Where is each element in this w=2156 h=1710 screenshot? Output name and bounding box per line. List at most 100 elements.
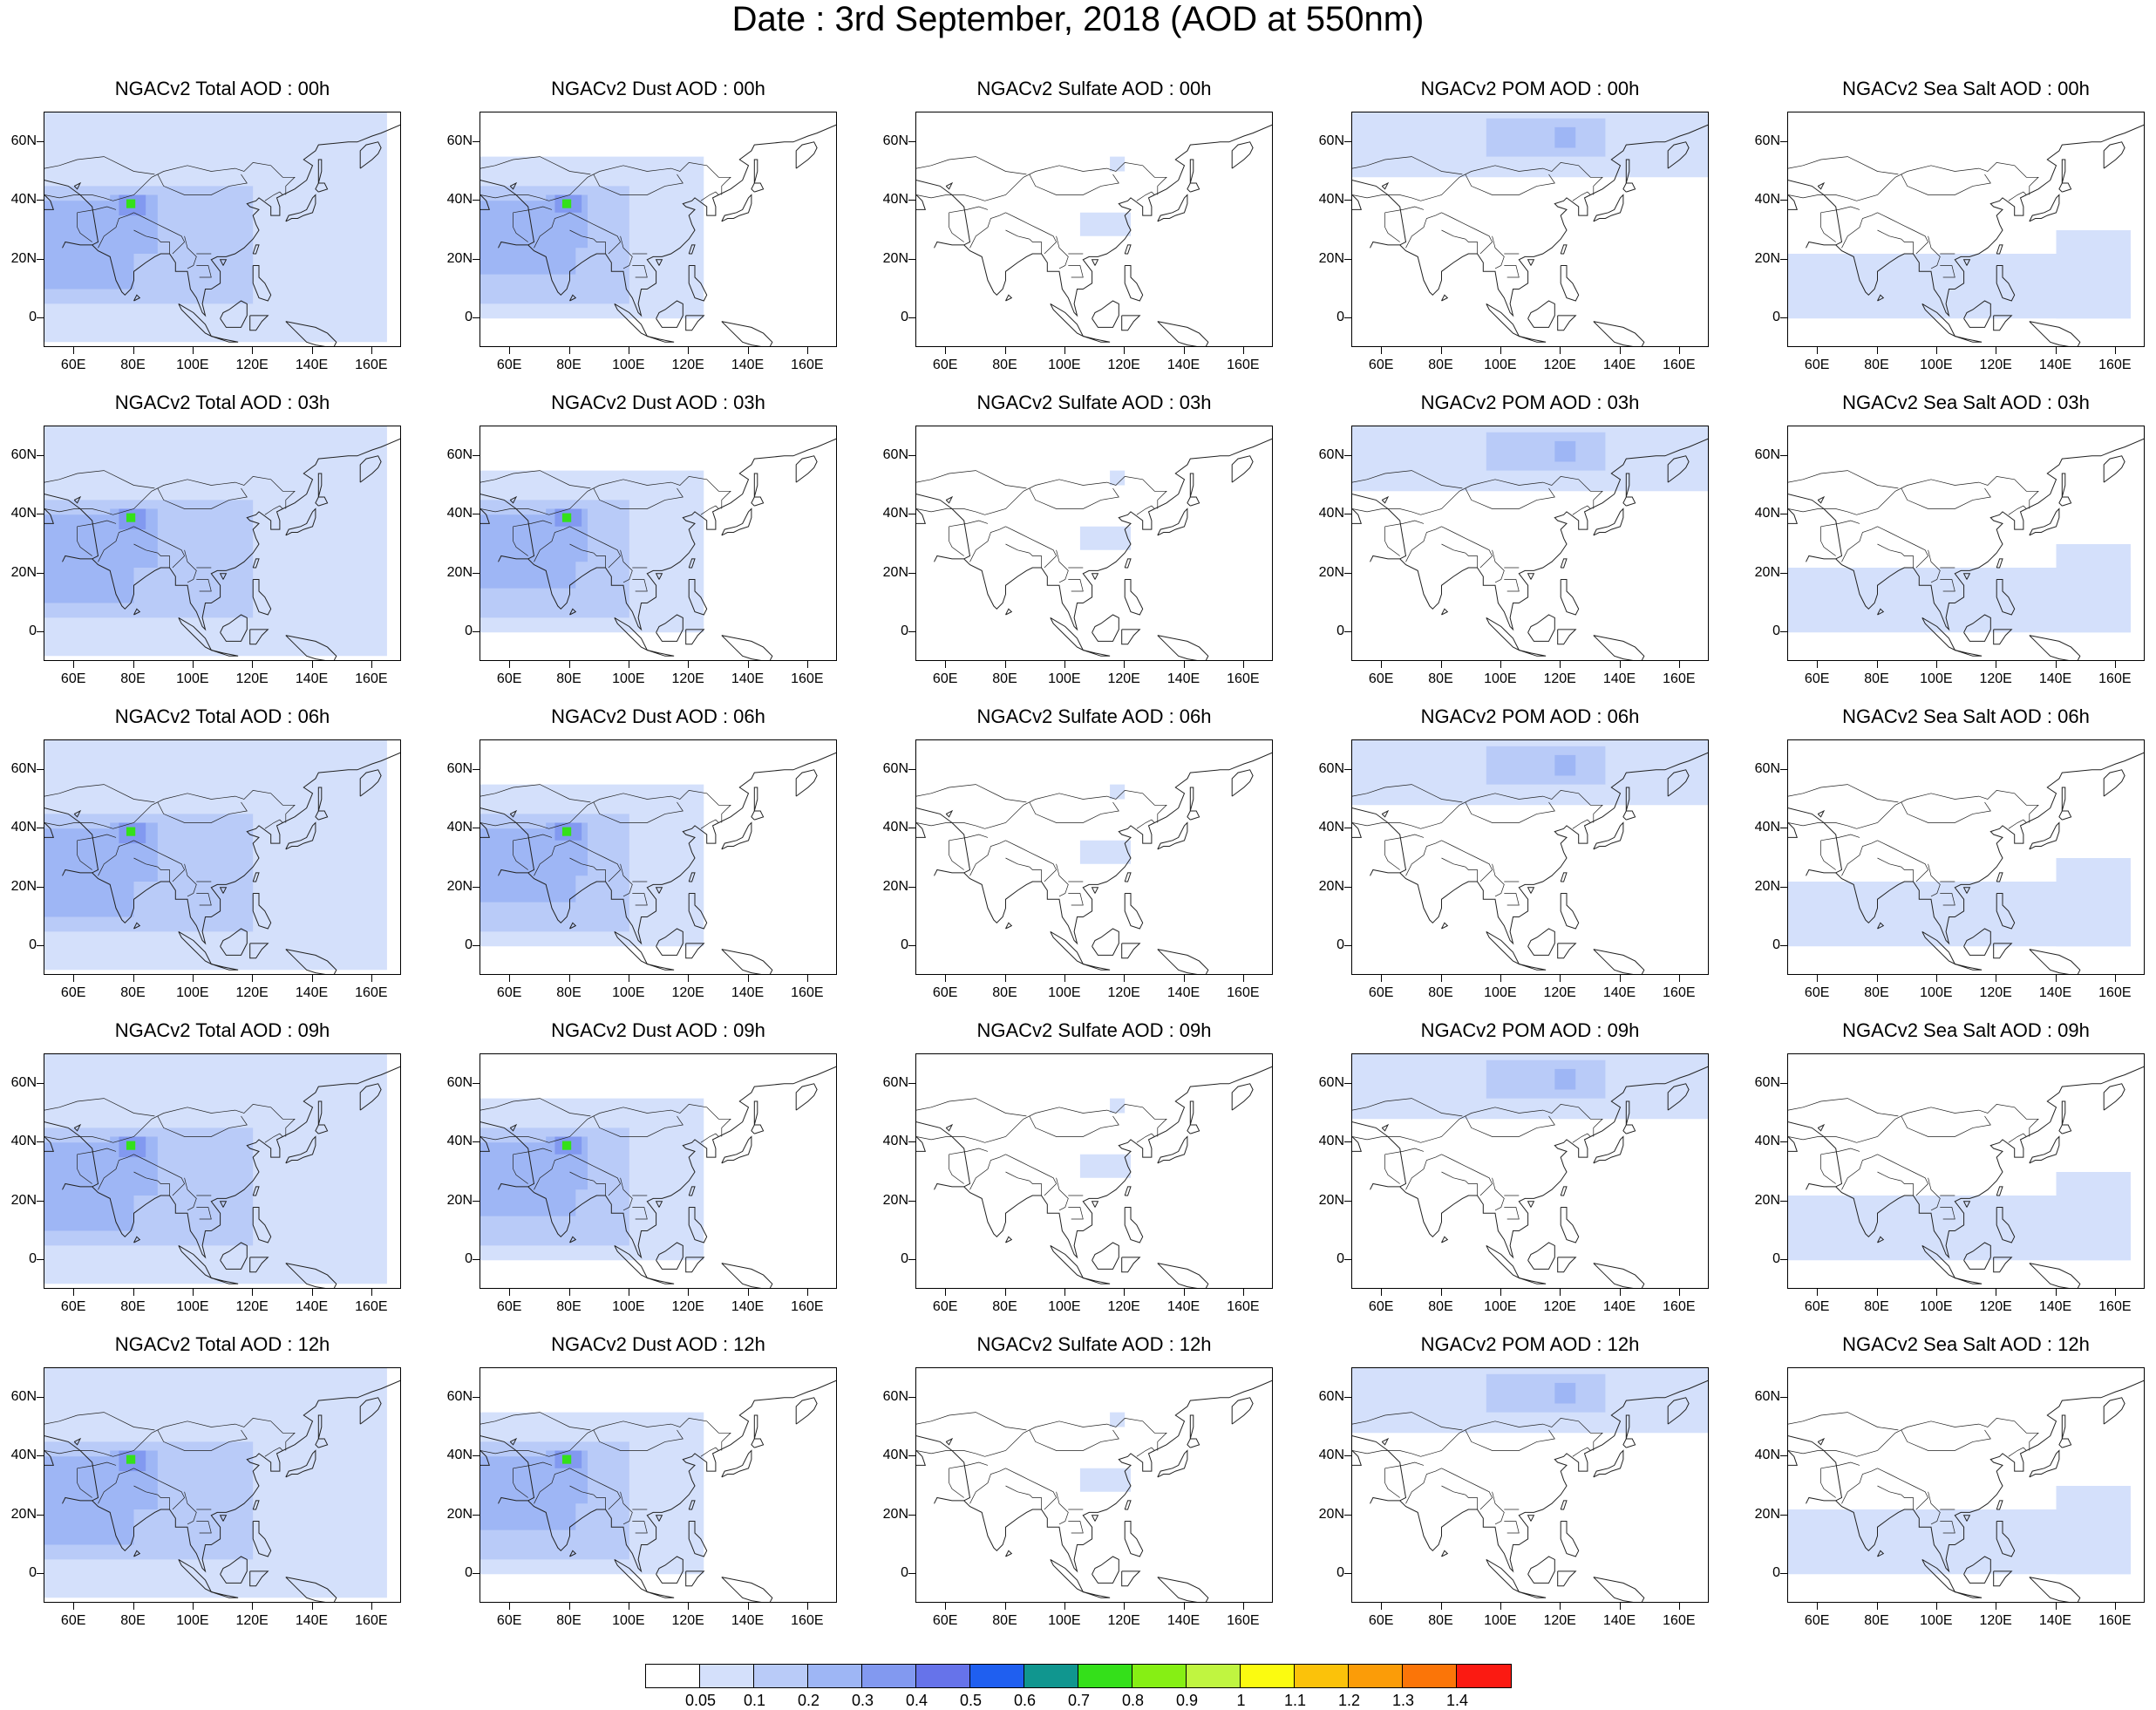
country-border — [593, 1180, 606, 1196]
coastline — [721, 1449, 752, 1478]
country-border — [2008, 505, 2027, 515]
lon-tick-label: 60E — [60, 1299, 86, 1314]
lat-tick-mark — [1780, 1200, 1787, 1202]
aod-field-region — [126, 1455, 136, 1464]
coastline — [1091, 1515, 1099, 1522]
map-panel: NGACv2 Sea Salt AOD : 12h 60N 40N 20N 0 60E 80… — [1755, 1333, 2145, 1628]
country-border — [1928, 549, 1941, 583]
lon-tick-mark — [73, 661, 75, 668]
lon-tick-mark — [1242, 661, 1244, 668]
coastline — [1921, 1558, 1956, 1593]
country-border — [1928, 1491, 1941, 1525]
lon-tick-mark — [1935, 1289, 1937, 1296]
coastline — [1187, 1124, 1200, 1134]
coastline — [1996, 244, 2003, 255]
coastline — [1527, 887, 1535, 894]
lon-tick-label: 80E — [1864, 1299, 1889, 1314]
lat-tick-mark — [908, 140, 915, 142]
lon-tick-mark — [1124, 1289, 1126, 1296]
coastline — [285, 949, 337, 974]
country-border — [1492, 1491, 1505, 1525]
aod-field-region — [1486, 746, 1606, 785]
country-border — [513, 1148, 553, 1155]
lon-tick-mark — [1619, 975, 1621, 982]
country-border — [984, 1104, 1167, 1143]
lat-tick-label: 20N — [446, 878, 473, 894]
lon-tick-mark — [1560, 1603, 1561, 1610]
coastline — [753, 473, 758, 498]
lat-tick-label: 0 — [29, 1565, 37, 1581]
lat-tick-mark — [37, 1514, 44, 1516]
coastline — [315, 1124, 329, 1134]
lat-tick-label: 20N — [446, 564, 473, 580]
country-border — [1940, 1207, 1955, 1220]
coastline — [1557, 629, 1577, 645]
lat-tick-mark — [37, 1141, 44, 1143]
coastline — [44, 508, 55, 524]
lon-tick-label: 60E — [932, 671, 958, 686]
lon-tick-label: 140E — [1166, 1613, 1200, 1628]
country-border — [77, 834, 117, 841]
lat-tick-label: 60N — [446, 133, 473, 148]
country-border — [1877, 229, 1901, 240]
country-border — [1441, 1485, 1466, 1495]
coastline — [1231, 455, 1254, 483]
coastline — [688, 265, 708, 302]
country-border — [77, 1461, 117, 1469]
coastline — [1835, 1380, 2144, 1573]
coastline — [1050, 617, 1085, 651]
country-border — [1856, 1418, 2039, 1457]
coastline — [219, 1201, 228, 1208]
country-border — [1901, 174, 1991, 195]
lat-tick-label: 20N — [10, 564, 37, 580]
map-panel: NGACv2 Sulfate AOD : 09h 60N 40N 20N 0 60E 80E… — [883, 1019, 1273, 1314]
country-border — [1441, 1171, 1466, 1182]
lon-tick-label: 140E — [295, 671, 329, 686]
coastline — [655, 1515, 663, 1522]
lon-tick-label: 160E — [1227, 358, 1260, 372]
country-border — [1901, 238, 1914, 254]
lon-tick-label: 100E — [176, 358, 209, 372]
aod-field-region — [1079, 212, 1131, 236]
country-border — [593, 801, 684, 823]
country-border — [1901, 1180, 1914, 1196]
country-border — [77, 212, 92, 242]
lon-tick-label: 160E — [355, 985, 388, 1000]
country-border — [133, 840, 186, 882]
coastline — [1352, 494, 1407, 562]
coastline — [1788, 822, 1799, 838]
lat-tick-mark — [473, 1200, 479, 1202]
country-border — [1877, 526, 1929, 569]
country-border — [112, 162, 296, 201]
lat-tick-mark — [1344, 572, 1351, 574]
country-border — [1441, 543, 1466, 554]
lat-tick-mark — [1344, 258, 1351, 260]
coastline — [315, 1438, 329, 1448]
lon-tick-mark — [1004, 1603, 1006, 1610]
lon-tick-mark — [133, 347, 134, 354]
lon-tick-label: 100E — [1048, 985, 1081, 1000]
country-border — [1068, 579, 1084, 592]
coastline — [1486, 303, 1520, 337]
coastline — [1593, 321, 1645, 346]
lat-tick-mark — [37, 258, 44, 260]
coastline — [1231, 1397, 1254, 1425]
lat-tick-mark — [37, 1259, 44, 1261]
lon-tick-mark — [1560, 661, 1561, 668]
coastline — [1005, 608, 1013, 616]
country-border — [1068, 1207, 1084, 1220]
colorbar-tick-label: 0.6 — [1013, 1692, 1037, 1709]
lat-tick-label: 20N — [10, 878, 37, 894]
lon-tick-mark — [252, 975, 254, 982]
lon-tick-mark — [371, 1289, 372, 1296]
lat-tick-mark — [1780, 1082, 1787, 1084]
lat-tick-mark — [1344, 1259, 1351, 1261]
panel-title: NGACv2 Total AOD : 12h — [114, 1333, 330, 1355]
coastline — [1231, 1083, 1254, 1111]
coastline — [1519, 650, 1547, 657]
coastline — [916, 1435, 971, 1504]
lon-tick-mark — [2114, 661, 2116, 668]
panel-title: NGACv2 Sea Salt AOD : 12h — [1842, 1333, 2090, 1355]
country-border — [1005, 229, 1030, 240]
coastline — [220, 1556, 248, 1584]
